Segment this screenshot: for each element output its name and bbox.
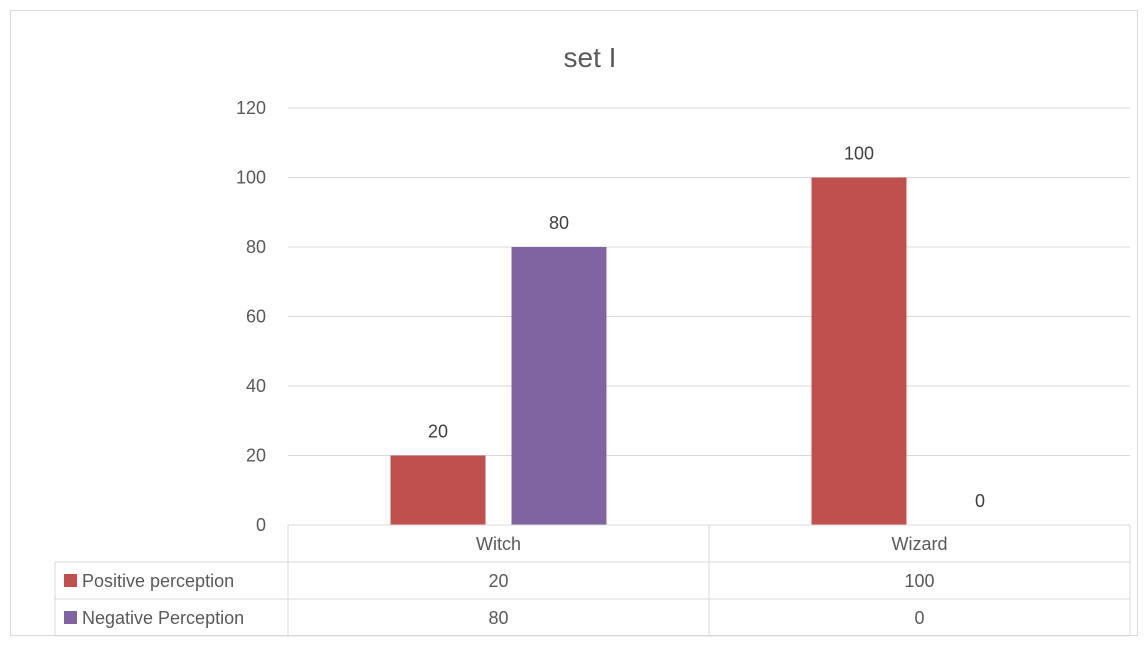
data-table: Witch Wizard Positive perception 20 100 Negat…	[54, 524, 1131, 637]
bar	[511, 247, 607, 525]
table-cell: 20	[488, 571, 508, 591]
legend-swatch	[64, 611, 77, 624]
legend-label: Negative Perception	[82, 608, 244, 628]
table-category-label: Witch	[476, 534, 521, 554]
table-cell: 100	[904, 571, 934, 591]
table-cell: 80	[488, 608, 508, 628]
y-tick-label: 60	[246, 307, 266, 327]
bar	[811, 177, 907, 525]
y-tick-label: 40	[246, 376, 266, 396]
data-label: 100	[844, 144, 874, 164]
y-tick-label: 100	[236, 168, 266, 188]
data-label: 0	[975, 491, 985, 511]
legend-label: Positive perception	[82, 571, 234, 591]
y-tick-label: 120	[236, 98, 266, 118]
y-axis-ticks: 0 20 40 60 80 100 120	[236, 98, 266, 535]
y-tick-label: 0	[256, 515, 266, 535]
data-labels: 20 80 100 0	[428, 144, 985, 512]
y-tick-label: 80	[246, 237, 266, 257]
y-tick-label: 20	[246, 446, 266, 466]
data-label: 20	[428, 422, 448, 442]
bars	[390, 177, 907, 525]
data-label: 80	[549, 213, 569, 233]
table-category-label: Wizard	[891, 534, 947, 554]
table-cell: 0	[914, 608, 924, 628]
legend-swatch	[64, 574, 77, 587]
chart-title: set I	[564, 42, 617, 73]
bar	[390, 455, 486, 525]
